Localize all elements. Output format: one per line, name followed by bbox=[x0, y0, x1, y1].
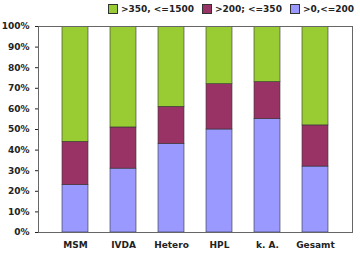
svg-text:30%: 30% bbox=[8, 166, 30, 176]
html-text:>200; <=350: >200; <=350 bbox=[215, 4, 282, 14]
html-text:>350, <=1500: >350, <=1500 bbox=[121, 4, 194, 14]
svg-text:HPL: HPL bbox=[210, 240, 230, 250]
svg-text:60%: 60% bbox=[8, 104, 30, 114]
svg-text:20%: 20% bbox=[8, 186, 30, 196]
svg-text:IVDA: IVDA bbox=[111, 240, 136, 250]
svg-text:0%: 0% bbox=[14, 227, 29, 237]
svg-text:100%: 100% bbox=[2, 21, 30, 31]
svg-text:Gesamt: Gesamt bbox=[296, 240, 335, 250]
svg-text:90%: 90% bbox=[8, 42, 30, 52]
svg-text:MSM: MSM bbox=[63, 240, 87, 250]
svg-text:70%: 70% bbox=[8, 83, 30, 93]
svg-text:80%: 80% bbox=[8, 63, 30, 73]
svg-text:50%: 50% bbox=[8, 124, 30, 134]
svg-text:10%: 10% bbox=[8, 207, 30, 217]
svg-text:Hetero: Hetero bbox=[154, 240, 189, 250]
svg-text:40%: 40% bbox=[8, 145, 30, 155]
html-text:>0,<=200: >0,<=200 bbox=[302, 4, 354, 14]
svg-text:k. A.: k. A. bbox=[256, 240, 279, 250]
